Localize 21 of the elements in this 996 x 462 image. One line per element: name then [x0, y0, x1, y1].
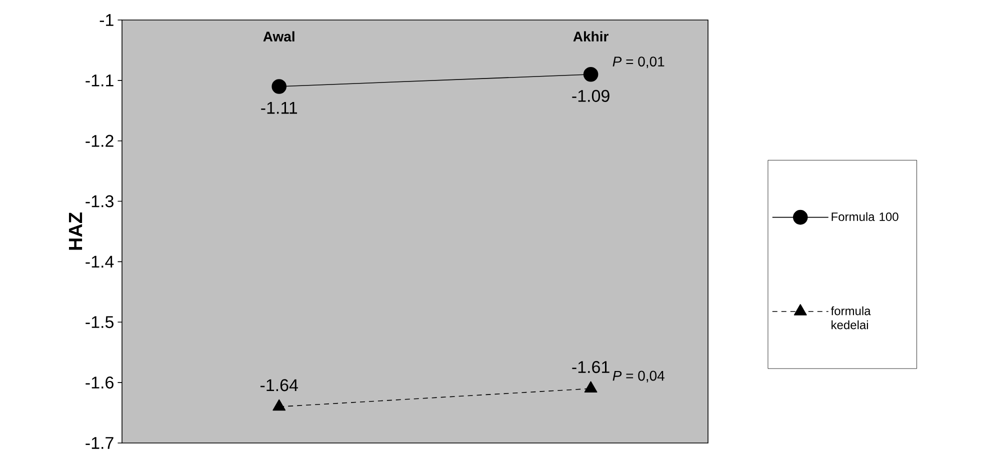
y-tick-label: -1.4 — [86, 256, 114, 268]
data-label: -1.61 — [572, 361, 610, 374]
data-label: -1.64 — [260, 379, 298, 392]
legend-label: formula kedelai — [830, 306, 871, 330]
point — [583, 66, 598, 82]
y-tick-label: -1.2 — [86, 134, 114, 147]
annotation: P = 0,04 — [612, 370, 664, 382]
data-label: -1.11 — [261, 102, 298, 114]
data-label: -1.09 — [572, 90, 610, 102]
legend-label: Formula 100 — [832, 212, 898, 222]
y-tick-label: -1 — [100, 14, 114, 26]
y-tick-label: -1.7 — [86, 437, 114, 449]
y-axis-title: HAZ — [68, 212, 82, 250]
y-tick-label: -1.1 — [86, 74, 114, 86]
x-tick-label: Akhir — [573, 31, 608, 42]
annotation: P = 0,01 — [612, 56, 664, 68]
point — [272, 79, 287, 94]
y-tick-label: -1.6 — [86, 376, 114, 389]
y-tick-label: -1.3 — [86, 195, 114, 208]
y-tick-label: -1.5 — [86, 316, 114, 328]
x-tick-label: Awal — [263, 31, 294, 42]
